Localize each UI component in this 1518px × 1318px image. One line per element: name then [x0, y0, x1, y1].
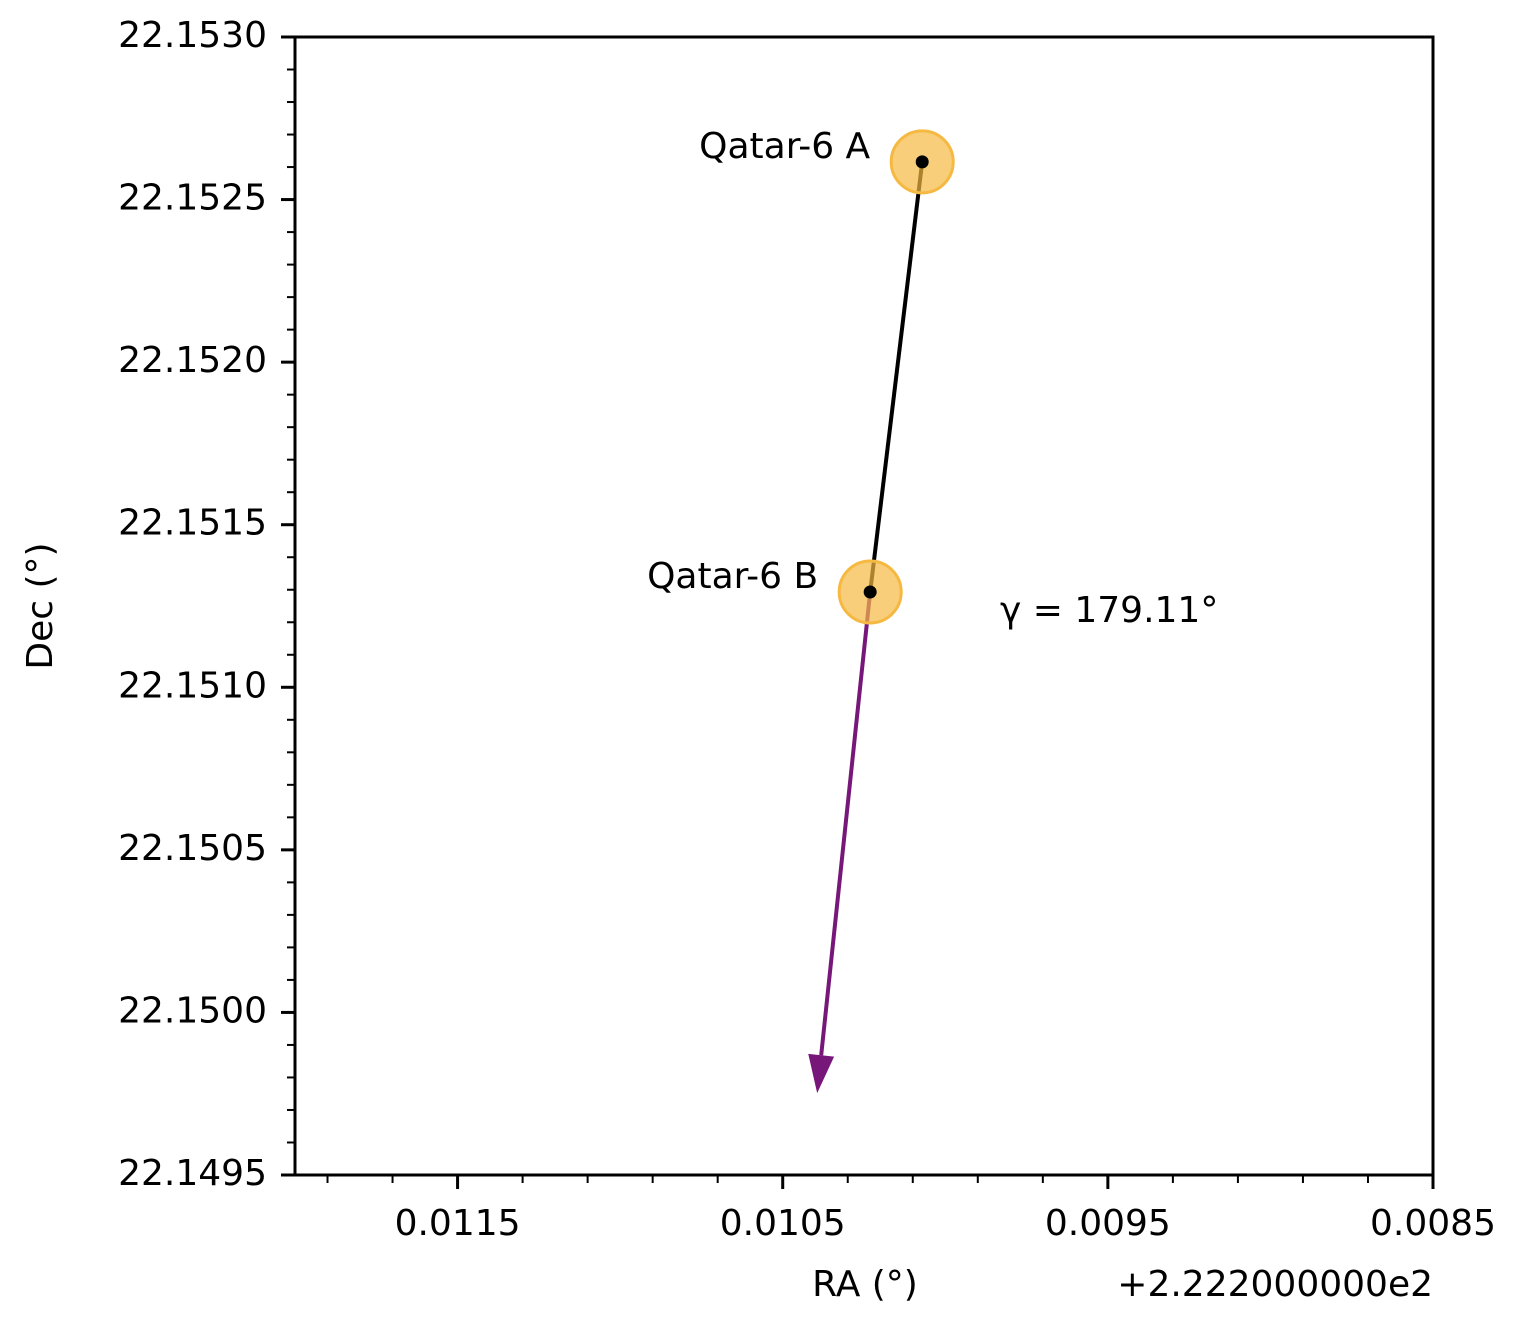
y-tick-label: 22.1505 [118, 828, 267, 869]
y-tick-label: 22.1520 [118, 340, 267, 381]
connector-line [868, 161, 925, 593]
star-center [863, 585, 877, 599]
x-offset-label: +2.222000000e2 [1117, 1264, 1433, 1305]
plot-frame [293, 35, 1435, 1177]
x-tick-label: 0.0105 [720, 1203, 846, 1244]
x-tick-label: 0.0115 [395, 1203, 521, 1244]
motion-arrow [819, 591, 873, 1056]
x-axis-label: RA (°) [812, 1264, 918, 1305]
y-tick-label: 22.1515 [118, 503, 267, 544]
annotation: γ = 179.11° [1000, 590, 1218, 631]
y-tick-label: 22.1530 [118, 15, 267, 56]
y-tick-label: 22.1525 [118, 178, 267, 219]
x-tick-label: 0.0095 [1045, 1203, 1171, 1244]
y-tick-label: 22.1500 [118, 990, 267, 1031]
x-tick-label: 0.0085 [1370, 1203, 1496, 1244]
point-label: Qatar-6 B [647, 556, 818, 597]
star-center [915, 155, 929, 169]
arrow-head [808, 1053, 835, 1094]
point-label: Qatar-6 A [699, 126, 870, 167]
y-tick-label: 22.1510 [118, 665, 267, 706]
y-tick-label: 22.1495 [118, 1153, 267, 1194]
y-axis-label: Dec (°) [20, 542, 61, 669]
